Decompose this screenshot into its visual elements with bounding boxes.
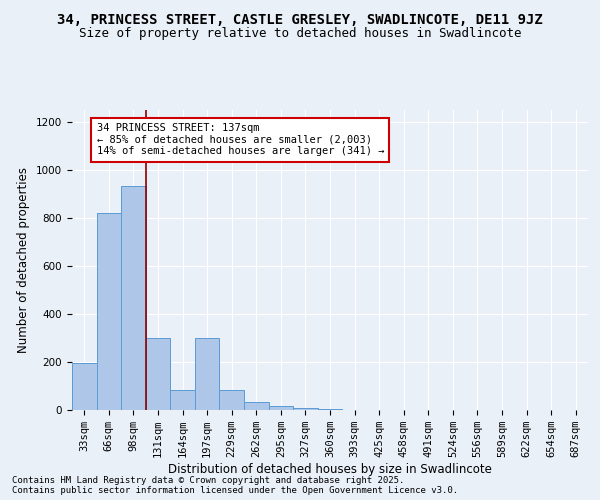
Bar [244,402,269,410]
Text: Contains public sector information licensed under the Open Government Licence v3: Contains public sector information licen… [12,486,458,495]
Bar [146,338,170,410]
Bar [195,338,220,410]
Bar [121,186,146,410]
Text: Size of property relative to detached houses in Swadlincote: Size of property relative to detached ho… [79,28,521,40]
Bar [97,213,121,410]
Bar [220,390,244,410]
Bar [72,363,97,410]
Bar [269,406,293,410]
Bar [318,409,342,410]
Y-axis label: Number of detached properties: Number of detached properties [17,167,31,353]
Text: 34 PRINCESS STREET: 137sqm
← 85% of detached houses are smaller (2,003)
14% of s: 34 PRINCESS STREET: 137sqm ← 85% of deta… [97,123,384,156]
X-axis label: Distribution of detached houses by size in Swadlincote: Distribution of detached houses by size … [168,463,492,476]
Bar [293,408,318,410]
Text: 34, PRINCESS STREET, CASTLE GRESLEY, SWADLINCOTE, DE11 9JZ: 34, PRINCESS STREET, CASTLE GRESLEY, SWA… [57,12,543,26]
Bar [170,390,195,410]
Text: Contains HM Land Registry data © Crown copyright and database right 2025.: Contains HM Land Registry data © Crown c… [12,476,404,485]
